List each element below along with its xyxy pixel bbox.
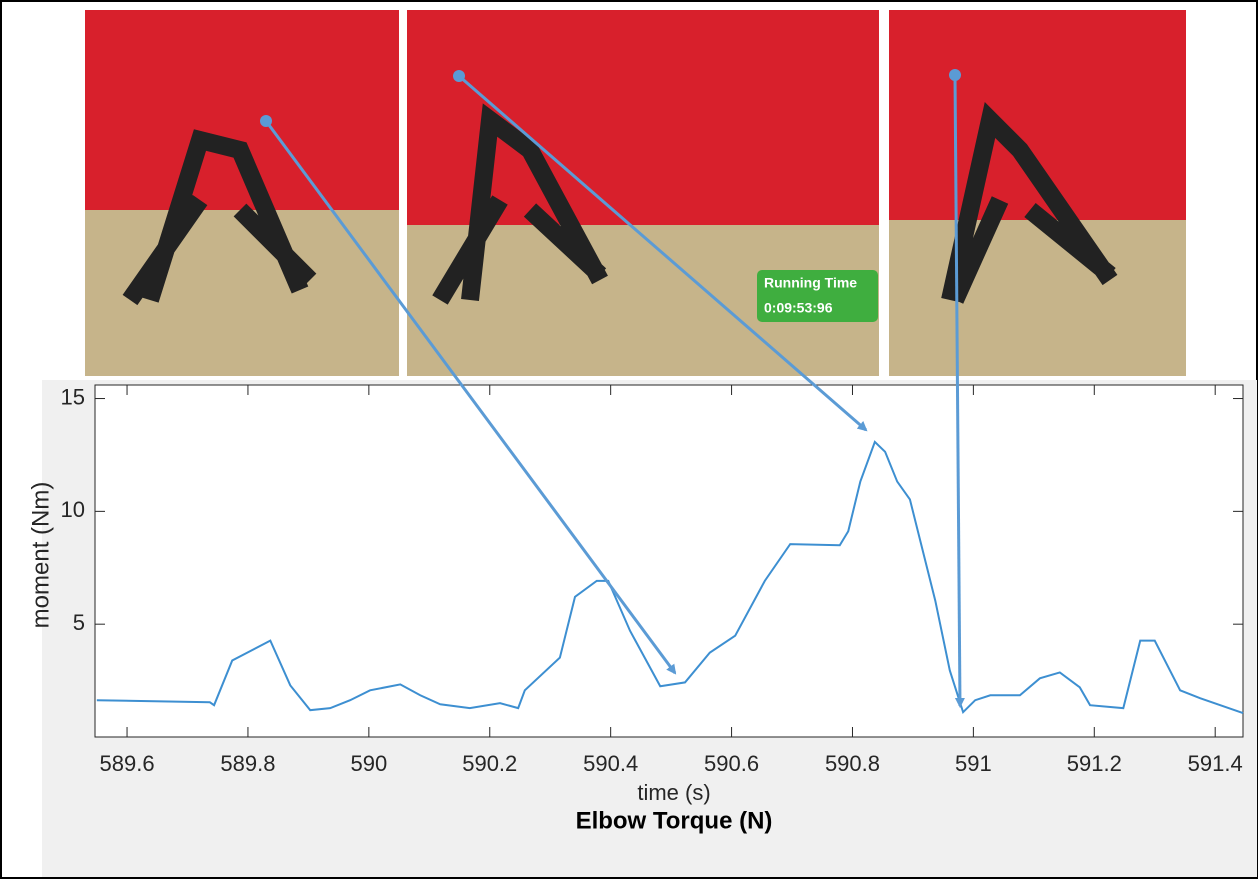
photos: Running Time 0:09:53:96 (85, 10, 1186, 376)
pitcher (941, 102, 1118, 304)
y-tick-label: 10 (61, 497, 85, 522)
x-tick-label: 590.8 (825, 751, 880, 776)
x-axis-label: time (s) (637, 780, 710, 805)
arrow-start (949, 69, 961, 81)
arrow (953, 74, 965, 708)
photo-floor (889, 220, 1186, 376)
x-tick-label: 590.6 (704, 751, 759, 776)
x-tick-label: 590 (350, 751, 387, 776)
arrow-start (453, 70, 465, 82)
y-tick-label: 5 (73, 610, 85, 635)
running-time-value: 0:09:53:96 (764, 300, 833, 316)
arrow-start (260, 115, 272, 127)
x-tick-label: 590.4 (583, 751, 638, 776)
x-tick-label: 591 (955, 751, 992, 776)
running-time-badge (757, 270, 878, 322)
x-tick-label: 589.6 (100, 751, 155, 776)
pitcher (432, 103, 608, 305)
y-tick-label: 15 (61, 384, 85, 409)
pitcher (122, 129, 317, 306)
x-tick-label: 591.4 (1188, 751, 1243, 776)
x-tick-label: 591.2 (1067, 751, 1122, 776)
x-tick-label: 590.2 (462, 751, 517, 776)
chart-title: Elbow Torque (N) (576, 807, 773, 834)
x-tick-label: 589.8 (220, 751, 275, 776)
photo-wall (85, 10, 399, 210)
arrow (264, 120, 677, 675)
data-line (96, 440, 1244, 715)
running-time-label: Running Time (764, 275, 857, 291)
y-axis-label: moment (Nm) (27, 482, 54, 629)
arrow (458, 74, 868, 432)
